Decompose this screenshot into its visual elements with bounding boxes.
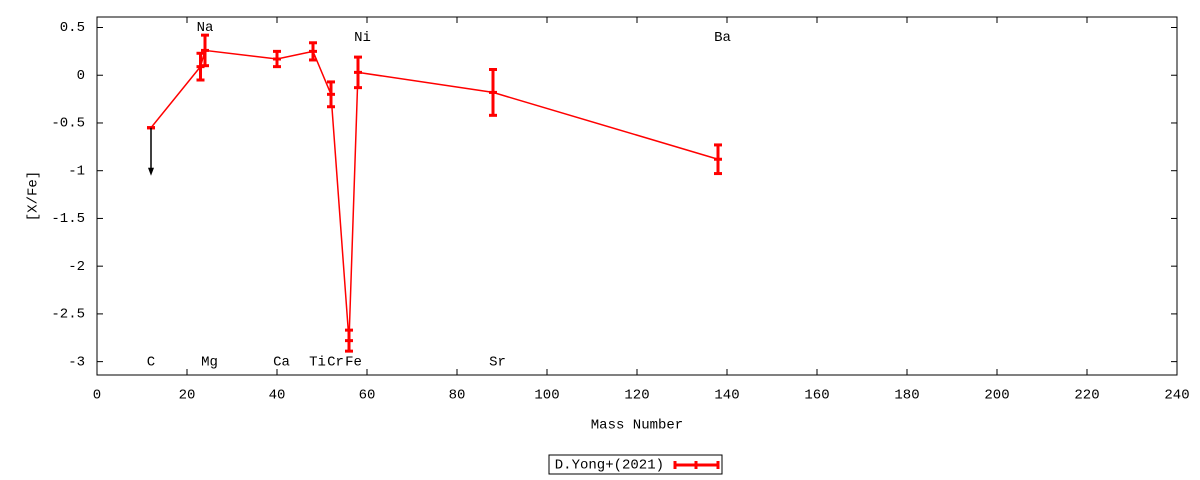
y-axis-label: [X/Fe]: [26, 171, 42, 221]
error-bar: [273, 49, 281, 69]
error-bar: [354, 55, 362, 90]
element-label: Cr: [327, 354, 344, 370]
y-tick-label: -0.5: [51, 116, 85, 132]
error-bar: [345, 328, 353, 353]
x-tick-label: 120: [624, 388, 649, 404]
x-tick-label: 80: [449, 388, 466, 404]
data-line: [150, 49, 719, 341]
x-tick-label: 240: [1164, 388, 1189, 404]
upper-limit-arrowhead: [148, 167, 154, 176]
element-label: Fe: [345, 354, 362, 370]
x-tick-label: 140: [714, 388, 739, 404]
error-bar: [201, 33, 209, 68]
y-tick-label: 0: [77, 68, 85, 84]
element-label: Na: [197, 20, 214, 36]
x-tick-label: 160: [804, 388, 829, 404]
y-tick-label: -2: [68, 259, 85, 275]
x-tick-label: 60: [359, 388, 376, 404]
x-tick-label: 180: [894, 388, 919, 404]
error-bar: [309, 41, 317, 62]
y-tick-label: -3: [68, 354, 85, 370]
x-tick-label: 20: [179, 388, 196, 404]
legend-label: D.Yong+(2021): [555, 458, 664, 474]
y-tick-label: -1.5: [51, 211, 85, 227]
element-label: Sr: [489, 354, 506, 370]
y-tick-label: -1: [68, 163, 85, 179]
x-tick-label: 40: [269, 388, 286, 404]
x-tick-label: 100: [534, 388, 559, 404]
x-tick-label: 200: [984, 388, 1009, 404]
element-label: Ba: [714, 30, 731, 46]
element-label: C: [147, 354, 155, 370]
element-label: Ni: [354, 30, 371, 46]
element-label: Mg: [201, 354, 218, 370]
error-bar: [714, 143, 722, 176]
x-tick-label: 0: [93, 388, 101, 404]
x-tick-label: 220: [1074, 388, 1099, 404]
element-label: Ti: [309, 354, 326, 370]
x-axis-label: Mass Number: [591, 418, 683, 434]
plot-border: [96, 16, 1178, 376]
error-bar: [327, 80, 335, 109]
element-label: Ca: [273, 354, 290, 370]
y-tick-label: 0.5: [60, 20, 85, 36]
error-bar: [489, 68, 497, 117]
legend-box: [548, 454, 723, 475]
y-tick-label: -2.5: [51, 307, 85, 323]
